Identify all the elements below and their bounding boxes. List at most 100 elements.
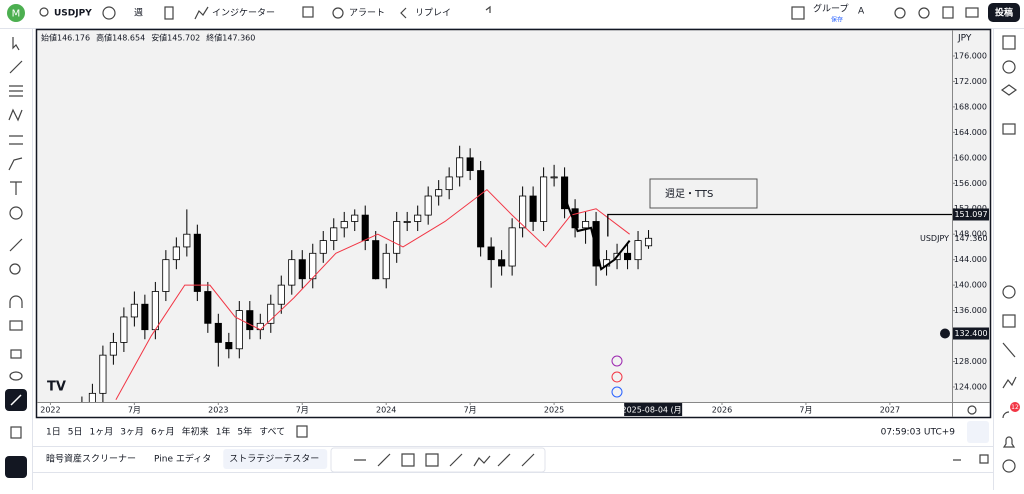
- quick-search-icon[interactable]: [894, 7, 906, 19]
- range-button[interactable]: 5年: [237, 426, 252, 438]
- candle-body: [519, 195, 527, 229]
- panel-controls[interactable]: [953, 454, 989, 464]
- target[interactable]: [1002, 285, 1016, 299]
- event-icon[interactable]: [611, 386, 623, 398]
- watchlist[interactable]: [1002, 35, 1016, 50]
- candle-body: [414, 214, 422, 222]
- range-button[interactable]: 1ヶ月: [89, 427, 113, 438]
- annotation-text: 週足・TTS: [665, 188, 713, 200]
- range-button[interactable]: 3ヶ月: [120, 427, 144, 438]
- date-range-icon[interactable]: [296, 425, 308, 438]
- currency[interactable]: JPY: [957, 34, 972, 44]
- post-label: 投稿: [995, 7, 1013, 19]
- chat[interactable]: [1002, 123, 1016, 135]
- group[interactable]: グループ: [813, 3, 848, 15]
- range-button[interactable]: 1日: [46, 427, 61, 438]
- candle-body: [225, 342, 233, 350]
- trash-tool[interactable]: [10, 426, 22, 439]
- alerts[interactable]: アラート: [349, 8, 385, 19]
- chart: 124.000128.000132.000136.000140.000144.0…: [40, 51, 989, 416]
- panel-tab[interactable]: Pine エディタ: [154, 453, 211, 465]
- avatar[interactable]: [7, 4, 25, 22]
- font-toggle[interactable]: A: [858, 7, 865, 17]
- candle-body: [151, 291, 159, 331]
- panel-tab[interactable]: 暗号資産スクリーナー: [46, 453, 136, 465]
- ideas[interactable]: [1002, 342, 1016, 358]
- candle-body: [361, 214, 369, 241]
- plot-area: [37, 30, 952, 402]
- pattern-tool[interactable]: [8, 108, 23, 122]
- candle-body: [288, 259, 296, 286]
- candle-body: [109, 342, 117, 356]
- fullscreen-icon[interactable]: [942, 6, 954, 19]
- x-tick-label: 7月: [799, 406, 812, 415]
- candle-body: [424, 195, 432, 216]
- legend-item: 安値145.702: [151, 33, 200, 43]
- trendline-tool[interactable]: [9, 60, 23, 74]
- save[interactable]: 保存: [831, 16, 843, 24]
- x-tick-label: 2023: [208, 406, 228, 415]
- stay-drawing-tool[interactable]: [9, 320, 23, 331]
- range-button[interactable]: 5日: [68, 427, 83, 438]
- range-button[interactable]: 年初来: [182, 426, 209, 438]
- candle-body: [634, 240, 642, 261]
- interval[interactable]: 週: [134, 8, 143, 19]
- post-button[interactable]: [988, 3, 1020, 22]
- candle-body: [309, 252, 317, 280]
- calendar[interactable]: [1002, 314, 1016, 328]
- object-tree[interactable]: [1000, 84, 1018, 96]
- range-button[interactable]: 1年: [216, 426, 231, 438]
- text-tool[interactable]: [10, 181, 22, 195]
- panel-tab[interactable]: ストラテジーテスター: [229, 454, 319, 465]
- cursor-tool[interactable]: [12, 37, 20, 51]
- add-order-button[interactable]: [940, 328, 950, 339]
- range-button[interactable]: 6ヶ月: [151, 427, 175, 438]
- magnet-tool[interactable]: [9, 295, 23, 308]
- icon-tool[interactable]: [9, 206, 23, 220]
- zoom-tool[interactable]: [9, 263, 21, 275]
- candle-body: [624, 252, 632, 261]
- fib-tool[interactable]: [9, 85, 23, 97]
- stream[interactable]: [1002, 411, 1010, 419]
- candle-body: [162, 259, 170, 292]
- clock: 07:59:03 UTC+9: [881, 428, 956, 438]
- settings-icon[interactable]: [918, 7, 930, 19]
- snapshot-icon[interactable]: [965, 7, 979, 18]
- layout-select-icon[interactable]: [791, 6, 805, 20]
- screener[interactable]: [1002, 376, 1017, 389]
- hide-tool[interactable]: [9, 371, 23, 381]
- axis-settings[interactable]: [967, 405, 977, 415]
- annotation-box: [649, 178, 758, 209]
- range-button[interactable]: すべて: [259, 427, 285, 438]
- symbol[interactable]: USDJPY: [54, 9, 92, 19]
- undo-icon[interactable]: [485, 5, 491, 13]
- chart-type-icon[interactable]: [164, 6, 174, 20]
- notifications[interactable]: [1002, 436, 1016, 448]
- indicators[interactable]: インジケーター: [212, 8, 275, 19]
- watchlist-star[interactable]: [5, 456, 27, 478]
- brush-tool[interactable]: [8, 157, 23, 171]
- right-tools: 12: [1000, 35, 1020, 473]
- alerts-panel[interactable]: [1002, 60, 1016, 74]
- adjust-button[interactable]: [967, 421, 989, 443]
- search-icon[interactable]: [39, 7, 49, 17]
- candle-body: [172, 246, 180, 261]
- tv-logo: TV: [47, 380, 66, 395]
- legend-item: 終値147.360: [206, 33, 255, 43]
- replay[interactable]: リプレイ: [415, 8, 451, 19]
- layout-icon[interactable]: [302, 6, 314, 18]
- event-icon[interactable]: [611, 371, 623, 383]
- drawing-toolbar-icons: [354, 453, 535, 467]
- event-icon[interactable]: [611, 355, 623, 367]
- y-tick-label: 148.000: [954, 230, 987, 239]
- forecast-tool[interactable]: [9, 135, 23, 145]
- measure-tool[interactable]: [9, 238, 23, 252]
- add-symbol-icon[interactable]: [102, 6, 116, 20]
- lock-tool[interactable]: [10, 349, 22, 359]
- candle-body: [183, 233, 191, 248]
- candle-body: [267, 303, 275, 324]
- x-tick-label: 2025: [544, 406, 564, 415]
- drawing-icons[interactable]: [354, 453, 535, 467]
- help[interactable]: [1002, 459, 1016, 473]
